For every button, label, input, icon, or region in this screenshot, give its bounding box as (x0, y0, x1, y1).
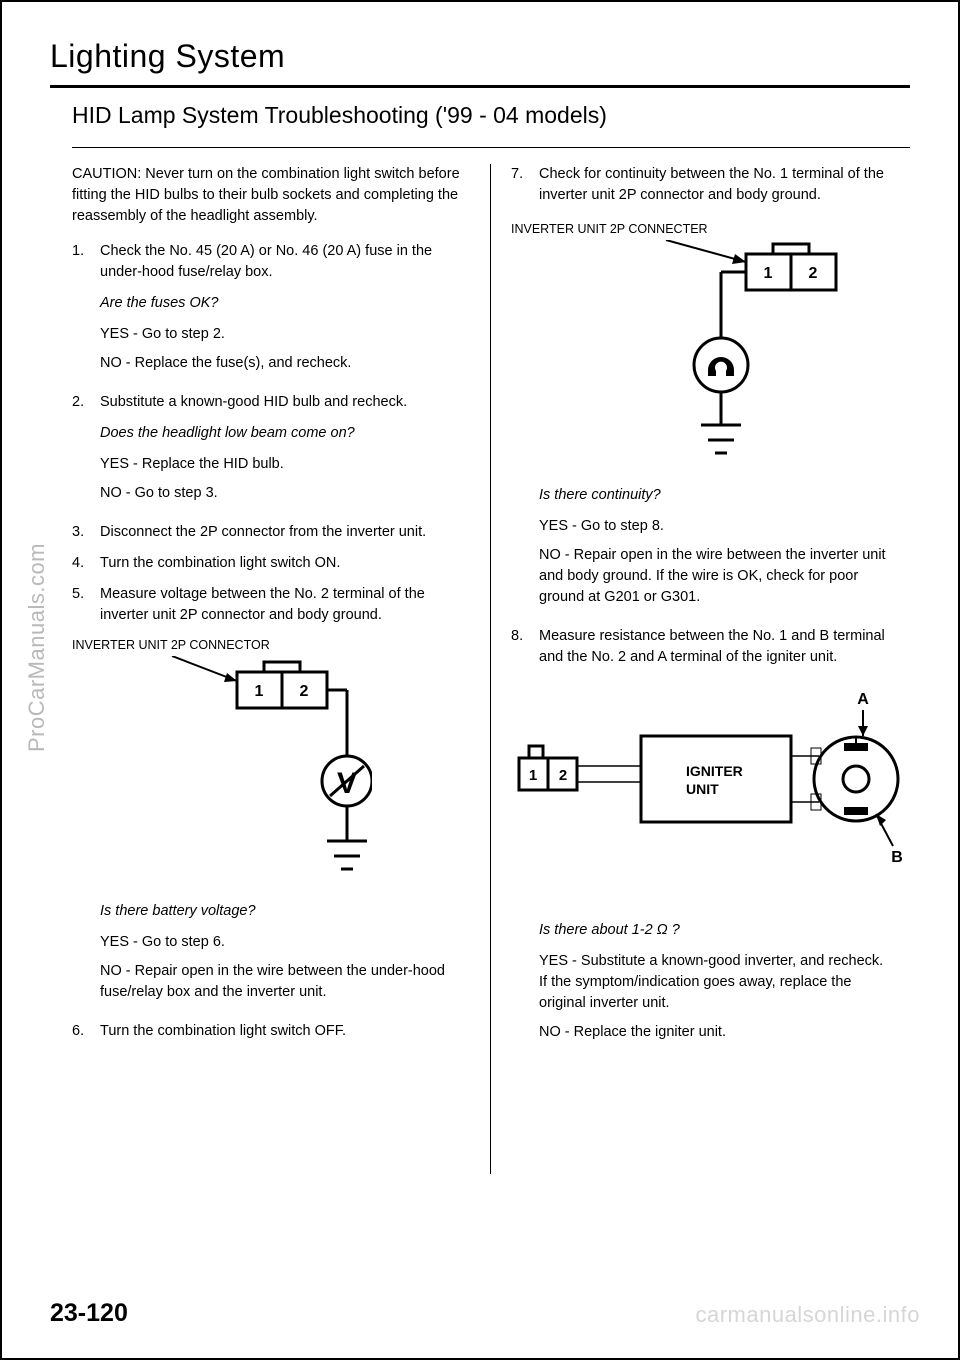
question: Is there battery voltage? (100, 901, 470, 922)
spacer (511, 910, 539, 1051)
step-number: 1. (72, 241, 100, 382)
step-5-followup: Is there battery voltage? YES - Go to st… (72, 891, 470, 1011)
step-number: 7. (511, 164, 539, 206)
step-number: 6. (72, 1021, 100, 1042)
answer-no: NO - Repair open in the wire between the… (539, 545, 889, 608)
chapter-title: Lighting System (50, 38, 910, 75)
step-3: 3. Disconnect the 2P connector from the … (72, 522, 470, 543)
step-2: 2. Substitute a known-good HID bulb and … (72, 392, 470, 512)
step-1: 1. Check the No. 45 (20 A) or No. 46 (20… (72, 241, 470, 382)
step-text: Substitute a known-good HID bulb and rec… (100, 392, 470, 413)
watermark-right: carmanualsonline.info (695, 1302, 920, 1328)
step-body: Is there continuity? YES - Go to step 8.… (539, 475, 889, 616)
answer-yes: YES - Replace the HID bulb. (100, 454, 470, 475)
section-title: HID Lamp System Troubleshooting ('99 - 0… (72, 102, 910, 129)
page-number: 23-120 (50, 1299, 128, 1328)
terminal-1: 1 (255, 683, 264, 700)
terminal-2: 2 (559, 767, 567, 784)
step-8-followup: Is there about 1-2 Ω ? YES - Substitute … (511, 910, 889, 1051)
terminal-B: B (891, 849, 903, 866)
answer-no: NO - Go to step 3. (100, 483, 470, 504)
step-text: Disconnect the 2P connector from the inv… (100, 522, 470, 543)
step-6: 6. Turn the combination light switch OFF… (72, 1021, 470, 1042)
step-text: Turn the combination light switch ON. (100, 553, 470, 574)
terminal-1: 1 (529, 767, 537, 784)
spacer (511, 475, 539, 616)
step-text: Check the No. 45 (20 A) or No. 46 (20 A)… (100, 241, 470, 283)
figure-label: INVERTER UNIT 2P CONNECTOR (72, 636, 470, 654)
figure-label: INVERTER UNIT 2P CONNECTER (511, 220, 889, 238)
question: Does the headlight low beam come on? (100, 423, 470, 444)
step-number: 3. (72, 522, 100, 543)
step-number: 5. (72, 584, 100, 626)
caution-text: CAUTION: Never turn on the combination l… (72, 164, 470, 227)
step-7: 7. Check for continuity between the No. … (511, 164, 889, 206)
terminal-2: 2 (809, 265, 818, 282)
step-body: Is there about 1-2 Ω ? YES - Substitute … (539, 910, 889, 1051)
meter-symbol: V (337, 767, 357, 800)
rule-thin (72, 147, 910, 148)
terminal-1: 1 (764, 265, 773, 282)
answer-yes: YES - Go to step 2. (100, 324, 470, 345)
columns: CAUTION: Never turn on the combination l… (72, 164, 910, 1174)
igniter-label-2: UNIT (686, 781, 719, 797)
terminal-A: A (857, 691, 869, 708)
continuity-diagram: 1 2 (511, 240, 881, 475)
step-4: 4. Turn the combination light switch ON. (72, 553, 470, 574)
step-body: Substitute a known-good HID bulb and rec… (100, 392, 470, 512)
step-number: 8. (511, 626, 539, 668)
answer-no: NO - Repair open in the wire between the… (100, 961, 470, 1003)
step-5: 5. Measure voltage between the No. 2 ter… (72, 584, 470, 626)
rule-heavy (50, 85, 910, 88)
igniter-diagram: A 1 2 IGNITER UNIT (511, 686, 906, 896)
step-text: Turn the combination light switch OFF. (100, 1021, 470, 1042)
left-column: CAUTION: Never turn on the combination l… (72, 164, 490, 1174)
watermark-left: ProCarManuals.com (24, 543, 50, 752)
spacer (72, 891, 100, 1011)
voltmeter-diagram: 1 2 V (72, 656, 372, 891)
answer-yes: YES - Go to step 8. (539, 516, 889, 537)
step-7-followup: Is there continuity? YES - Go to step 8.… (511, 475, 889, 616)
page: Lighting System HID Lamp System Troubles… (0, 0, 960, 1360)
question: Is there about 1-2 Ω ? (539, 920, 889, 941)
question: Are the fuses OK? (100, 293, 470, 314)
step-text: Check for continuity between the No. 1 t… (539, 164, 889, 206)
question: Is there continuity? (539, 485, 889, 506)
igniter-label-1: IGNITER (686, 763, 743, 779)
step-body: Check the No. 45 (20 A) or No. 46 (20 A)… (100, 241, 470, 382)
step-body: Is there battery voltage? YES - Go to st… (100, 891, 470, 1011)
answer-no: NO - Replace the fuse(s), and recheck. (100, 353, 470, 374)
step-text: Measure voltage between the No. 2 termin… (100, 584, 470, 626)
step-8: 8. Measure resistance between the No. 1 … (511, 626, 889, 668)
answer-yes: YES - Substitute a known-good inverter, … (539, 951, 889, 1014)
step-text: Measure resistance between the No. 1 and… (539, 626, 889, 668)
content: Lighting System HID Lamp System Troubles… (50, 38, 910, 1322)
step-number: 2. (72, 392, 100, 512)
terminal-2: 2 (300, 683, 309, 700)
step-number: 4. (72, 553, 100, 574)
right-column: 7. Check for continuity between the No. … (491, 164, 909, 1174)
answer-yes: YES - Go to step 6. (100, 932, 470, 953)
answer-no: NO - Replace the igniter unit. (539, 1022, 889, 1043)
